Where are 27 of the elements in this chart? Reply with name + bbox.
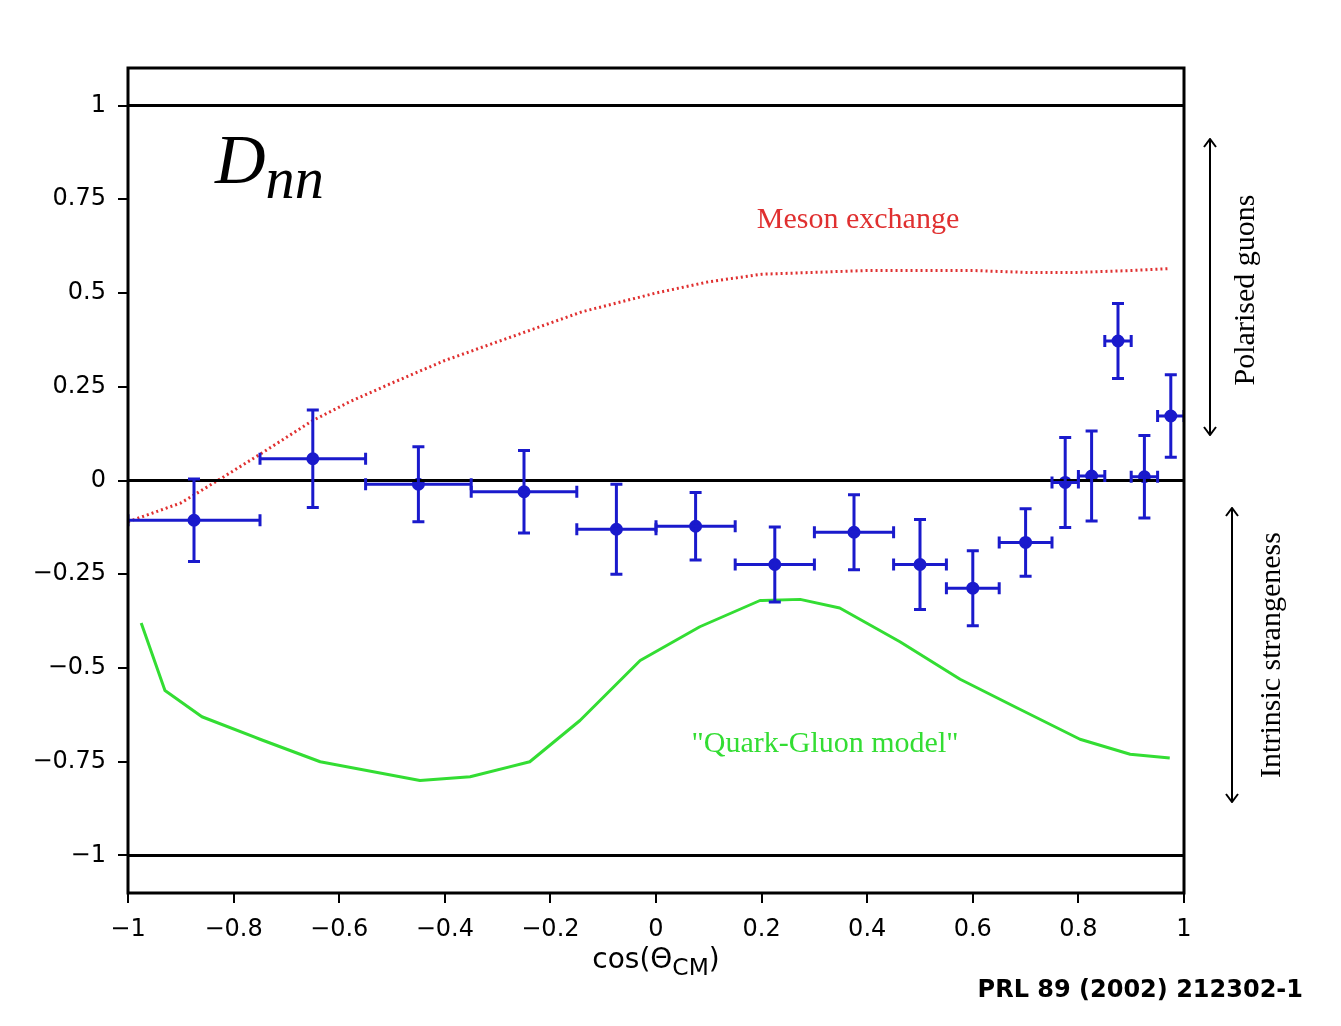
y-tick-label: 0.25 xyxy=(52,370,106,399)
y-tick-label: −0.25 xyxy=(32,558,106,587)
y-tick-label: −0.5 xyxy=(47,652,106,681)
text: PRL 89 (2002) 212302-1 xyxy=(977,975,1303,1003)
y-tick-label: −1 xyxy=(70,839,106,868)
annotation: Meson exchange xyxy=(756,201,960,235)
x-tick-label: 0.8 xyxy=(1059,913,1098,942)
x-tick-label: 0 xyxy=(648,913,664,942)
y-tick-label: 0 xyxy=(90,464,106,493)
x-tick-label: −1 xyxy=(110,913,146,942)
y-tick-label: 0.75 xyxy=(52,183,106,212)
y-axis-title: D$_{nn}$ xyxy=(215,121,324,211)
x-tick-label: 0.4 xyxy=(848,913,887,942)
x-axis-title: cos(Θ$_{CM}$) xyxy=(592,942,720,981)
y-tick-label: −0.75 xyxy=(32,745,106,774)
x-tick-label: −0.4 xyxy=(415,913,474,942)
text: Intrinsic strangeness xyxy=(1253,532,1287,778)
x-tick-label: −0.6 xyxy=(310,913,369,942)
x-tick-label: −0.8 xyxy=(204,913,263,942)
x-tick-label: −0.2 xyxy=(521,913,580,942)
y-tick-label: 1 xyxy=(90,89,106,118)
x-tick-label: 0.6 xyxy=(953,913,992,942)
text: Polarised guons xyxy=(1227,194,1261,386)
y-tick-label: 0.5 xyxy=(67,277,106,306)
x-tick-label: 1 xyxy=(1176,913,1192,942)
annotation: "Quark-Gluon model" xyxy=(691,725,959,759)
x-tick-label: 0.2 xyxy=(742,913,781,942)
